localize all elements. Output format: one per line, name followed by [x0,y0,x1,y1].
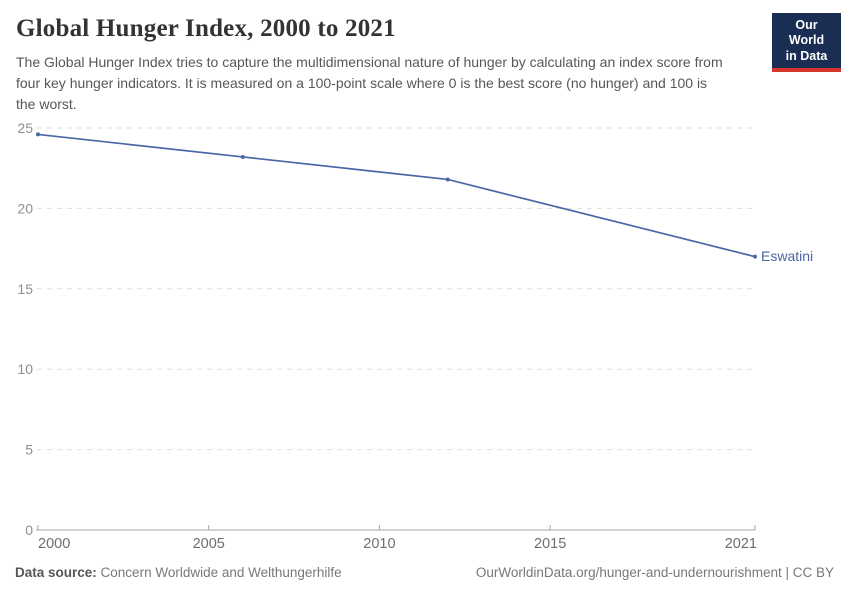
y-axis-tick-label: 0 [25,522,33,538]
data-point-marker[interactable] [445,177,450,182]
data-source-value: Concern Worldwide and Welthungerhilfe [100,565,342,580]
x-axis-tick-label: 2015 [534,536,566,552]
data-source-label: Data source: [15,565,97,580]
y-axis-tick-label: 10 [17,361,33,377]
x-axis-tick-label: 2005 [193,536,225,552]
y-axis-tick-label: 25 [17,120,33,136]
chart-footer: Data source: Concern Worldwide and Welth… [15,565,834,580]
chart-subtitle: The Global Hunger Index tries to capture… [16,54,723,112]
owid-logo-line2: in Data [785,48,828,63]
data-point-marker[interactable] [36,132,40,137]
y-axis-tick-label: 5 [25,442,33,458]
chart-header: Global Hunger Index, 2000 to 2021 The Gl… [16,14,755,115]
chart-title: Global Hunger Index, 2000 to 2021 [16,15,396,42]
x-axis-tick-label: 2000 [38,536,70,552]
x-axis-tick-label: 2010 [363,536,395,552]
attribution-link[interactable]: OurWorldinData.org/hunger-and-undernouri… [475,565,834,580]
series-label[interactable]: Eswatini [761,248,813,264]
owid-logo-line1: Our World [788,18,825,48]
data-point-marker[interactable] [240,154,245,159]
y-axis-tick-label: 20 [17,200,33,216]
x-axis-tick-label: 2021 [725,536,757,552]
data-point-marker[interactable] [753,254,757,259]
data-source: Data source: Concern Worldwide and Welth… [15,565,342,580]
data-line[interactable] [37,133,756,258]
y-axis-tick-label: 15 [17,281,33,297]
owid-logo[interactable]: Our World in Data [772,13,841,72]
